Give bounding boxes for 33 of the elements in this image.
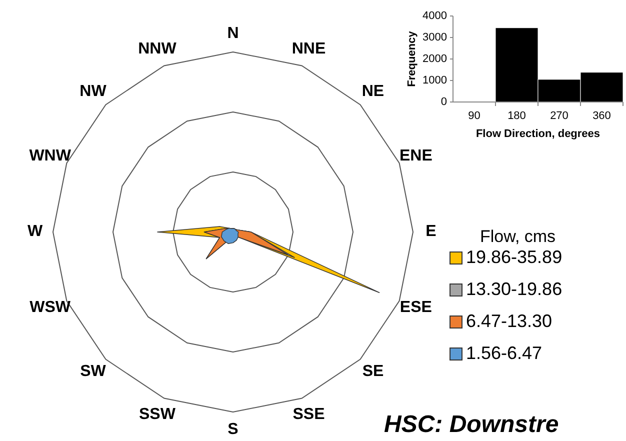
y-tick-label: 0 (440, 96, 447, 108)
spoke-label: SE (362, 363, 384, 380)
spoke-label: E (426, 223, 437, 240)
spoke-label: WNW (29, 147, 72, 164)
x-tick-label: 270 (550, 110, 568, 122)
x-tick-label: 90 (468, 110, 480, 122)
legend-label: 6.47-13.30 (466, 311, 552, 331)
spoke-label: NE (362, 83, 384, 100)
y-tick-label: 2000 (422, 52, 447, 65)
legend-label: 19.86-35.89 (466, 247, 562, 267)
spoke-label: WSW (30, 298, 72, 316)
spoke-label: W (27, 223, 44, 240)
spoke-label: ESE (400, 298, 432, 316)
spoke-label: SSW (139, 406, 176, 424)
x-axis-title: Flow Direction, degrees (476, 128, 600, 140)
legend-label: 1.56-6.47 (466, 343, 542, 363)
x-tick-label: 180 (508, 110, 526, 122)
spoke-label: N (227, 25, 239, 42)
y-axis-title: Frequency (406, 30, 418, 87)
y-tick-label: 3000 (422, 31, 447, 44)
spoke-label: S (228, 421, 239, 438)
y-tick-label: 4000 (422, 10, 447, 22)
x-tick-label: 360 (592, 110, 611, 122)
text: HSC: Downstre (384, 411, 559, 438)
spoke-label: NNW (138, 40, 178, 58)
spoke-label: SSE (292, 406, 326, 424)
y-tick-label: 1000 (422, 74, 447, 86)
legend-title: Flow, cms (480, 227, 556, 246)
spoke-label: NNE (292, 40, 326, 58)
spoke-label: SW (80, 363, 107, 380)
spoke-label: ENE (399, 147, 433, 164)
legend-label: 13.30-19.86 (466, 279, 562, 299)
spoke-label: NW (80, 83, 108, 100)
